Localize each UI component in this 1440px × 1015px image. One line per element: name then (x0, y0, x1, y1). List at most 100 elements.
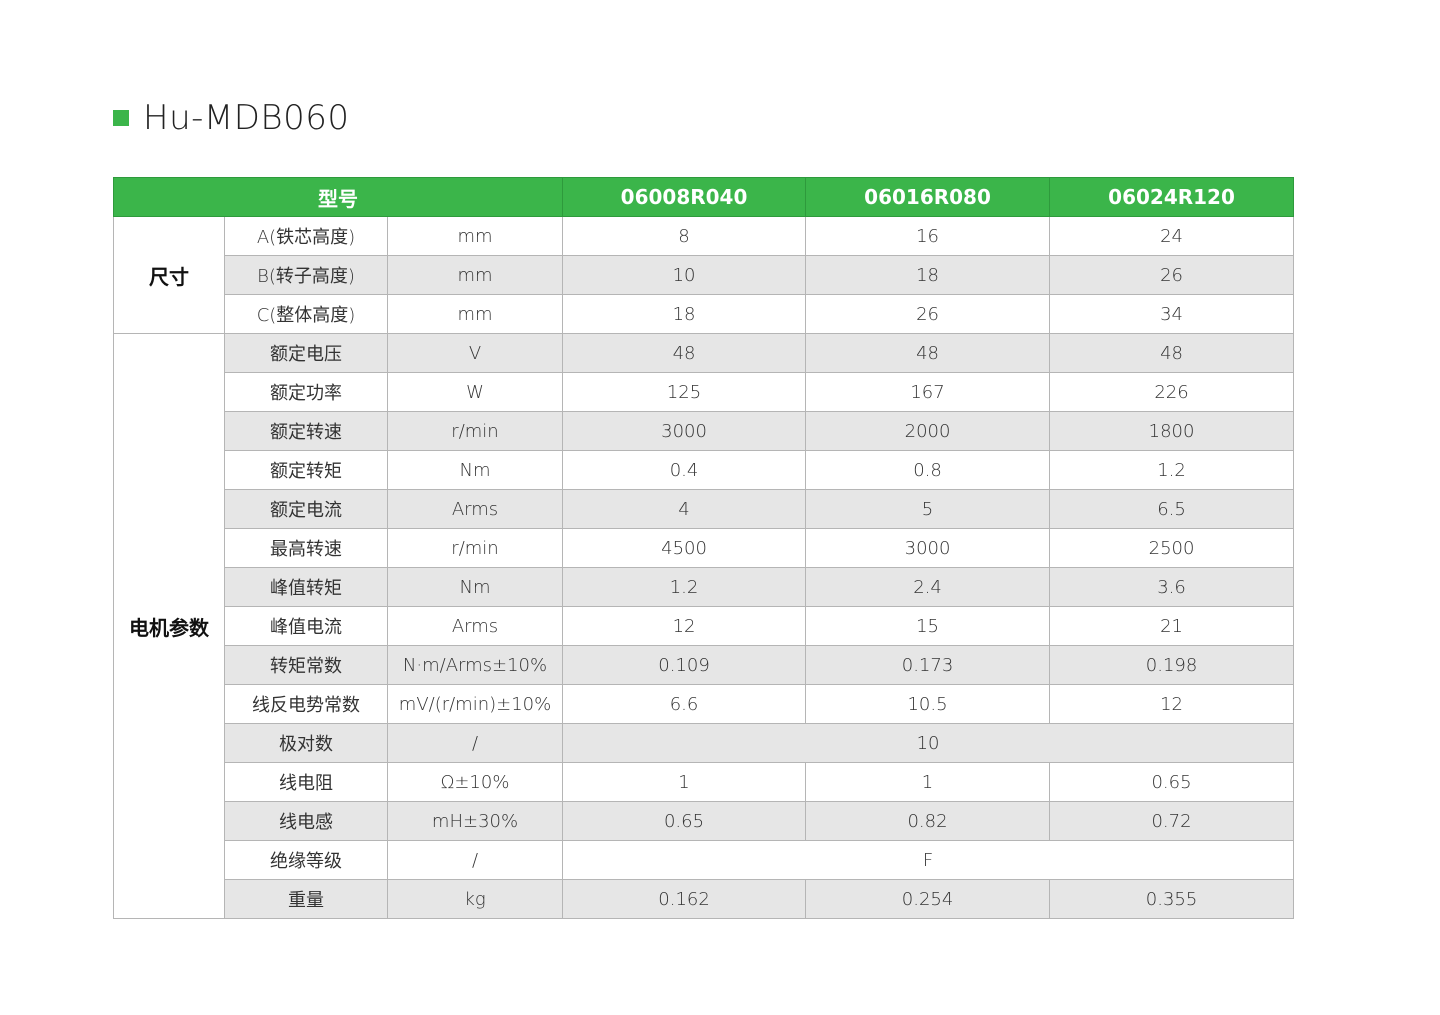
param-value: 1 (805, 762, 1051, 802)
param-value: 0.72 (1049, 801, 1295, 841)
param-value: 0.254 (805, 879, 1051, 919)
table-row: 绝缘等级 / F (114, 840, 1295, 880)
param-value: 10 (562, 723, 1295, 763)
table-row: 峰值转矩 Nm 1.2 2.4 3.6 (114, 567, 1295, 607)
param-unit: Arms (386, 606, 564, 646)
param-value: 5 (805, 489, 1051, 529)
param-name: 转矩常数 (224, 645, 388, 685)
table-row: 最高转速 r/min 4500 3000 2500 (114, 528, 1295, 568)
table-row: 重量 kg 0.162 0.254 0.355 (114, 879, 1295, 919)
param-unit: mm (386, 216, 564, 256)
header-model: 06016R080 (805, 177, 1051, 217)
param-unit: Nm (386, 450, 564, 490)
group-label: 尺寸 (113, 216, 225, 334)
param-value: 226 (1049, 372, 1295, 412)
param-name: 额定电流 (224, 489, 388, 529)
page-title: Hu-MDB060 (143, 98, 350, 138)
header-model: 06024R120 (1049, 177, 1295, 217)
param-value: 18 (805, 255, 1051, 295)
table-row: 峰值电流 Arms 12 15 21 (114, 606, 1295, 646)
param-value: 15 (805, 606, 1051, 646)
param-value: 3000 (805, 528, 1051, 568)
header-model-label: 型号 (112, 177, 564, 217)
param-value: 1.2 (562, 567, 807, 607)
group-label: 电机参数 (113, 333, 225, 919)
param-value: 0.173 (805, 645, 1051, 685)
param-value: 48 (1049, 333, 1295, 373)
param-name: 峰值转矩 (224, 567, 388, 607)
param-value: 6.6 (562, 684, 807, 724)
param-unit: Nm (386, 567, 564, 607)
table-row: 额定转速 r/min 3000 2000 1800 (114, 411, 1295, 451)
param-value: 12 (1049, 684, 1295, 724)
param-unit: Arms (386, 489, 564, 529)
param-value: 1.2 (1049, 450, 1295, 490)
param-value: 0.82 (805, 801, 1051, 841)
param-value: 0.109 (562, 645, 807, 685)
table-row: 电机参数 额定电压 V 48 48 48 (113, 333, 1295, 919)
param-value: 0.8 (805, 450, 1051, 490)
header-model: 06008R040 (562, 177, 807, 217)
table-row: 极对数/10 (114, 723, 1295, 763)
param-value: 10 (562, 255, 807, 295)
param-unit: Ω±10% (386, 762, 564, 802)
table-row: 额定转矩 Nm 0.4 0.8 1.2 (114, 450, 1295, 490)
param-name: 额定电压 (224, 333, 388, 373)
param-unit: V (386, 333, 564, 373)
param-unit: mV/(r/min)±10% (386, 684, 564, 724)
param-value: 8 (562, 216, 807, 256)
param-value: 12 (562, 606, 807, 646)
table-row: C(整体高度) mm 18 26 34 (114, 294, 1295, 334)
param-value: 34 (1049, 294, 1295, 334)
param-value: 4500 (562, 528, 807, 568)
param-value: 21 (1049, 606, 1295, 646)
table-row: 转矩常数 N·m/Arms±10% 0.109 0.173 0.198 (114, 645, 1295, 685)
param-name: 线电感 (224, 801, 388, 841)
param-name: A(铁芯高度) (224, 216, 388, 256)
param-unit: r/min (386, 528, 564, 568)
param-value: 10.5 (805, 684, 1051, 724)
param-unit: N·m/Arms±10% (386, 645, 564, 685)
param-value: F (562, 840, 1295, 880)
param-unit: mH±30% (386, 801, 564, 841)
param-name: 重量 (224, 879, 388, 919)
param-name: 绝缘等级 (224, 840, 388, 880)
param-name: 峰值电流 (224, 606, 388, 646)
param-name: 额定转矩 (224, 450, 388, 490)
param-value: 0.65 (562, 801, 807, 841)
param-name: 额定转速 (224, 411, 388, 451)
green-square-bullet-icon (113, 110, 129, 126)
param-value: 0.198 (1049, 645, 1295, 685)
param-unit: / (386, 840, 564, 880)
param-unit: mm (386, 255, 564, 295)
param-value: 0.4 (562, 450, 807, 490)
param-value: 6.5 (1049, 489, 1295, 529)
table-row: 线电阻 Ω±10% 1 1 0.65 (114, 762, 1295, 802)
section-title: Hu-MDB060 (113, 98, 350, 138)
param-name: C(整体高度) (224, 294, 388, 334)
param-value: 48 (562, 333, 807, 373)
header-row: 型号 06008R040 06016R080 06024R120 (112, 177, 1295, 217)
param-value: 0.65 (1049, 762, 1295, 802)
param-name: 额定功率 (224, 372, 388, 412)
param-value: 1 (562, 762, 807, 802)
spec-table: 型号 06008R040 06016R080 06024R120 尺寸 A(铁芯高… (112, 177, 1295, 919)
param-name: 极对数 (224, 723, 388, 763)
param-value: 125 (562, 372, 807, 412)
param-value: 2000 (805, 411, 1051, 451)
param-value: 4 (562, 489, 807, 529)
param-name: 线反电势常数 (224, 684, 388, 724)
param-name: 线电阻 (224, 762, 388, 802)
param-unit: kg (386, 879, 564, 919)
param-value: 167 (805, 372, 1051, 412)
param-value: 48 (805, 333, 1051, 373)
param-unit: r/min (386, 411, 564, 451)
param-value: 2.4 (805, 567, 1051, 607)
param-name: B(转子高度) (224, 255, 388, 295)
param-value: 3000 (562, 411, 807, 451)
param-unit: mm (386, 294, 564, 334)
param-value: 1800 (1049, 411, 1295, 451)
table-row: 额定功率 W 125 167 226 (114, 372, 1295, 412)
param-value: 16 (805, 216, 1051, 256)
table-row: 线反电势常数 mV/(r/min)±10% 6.6 10.5 12 (114, 684, 1295, 724)
